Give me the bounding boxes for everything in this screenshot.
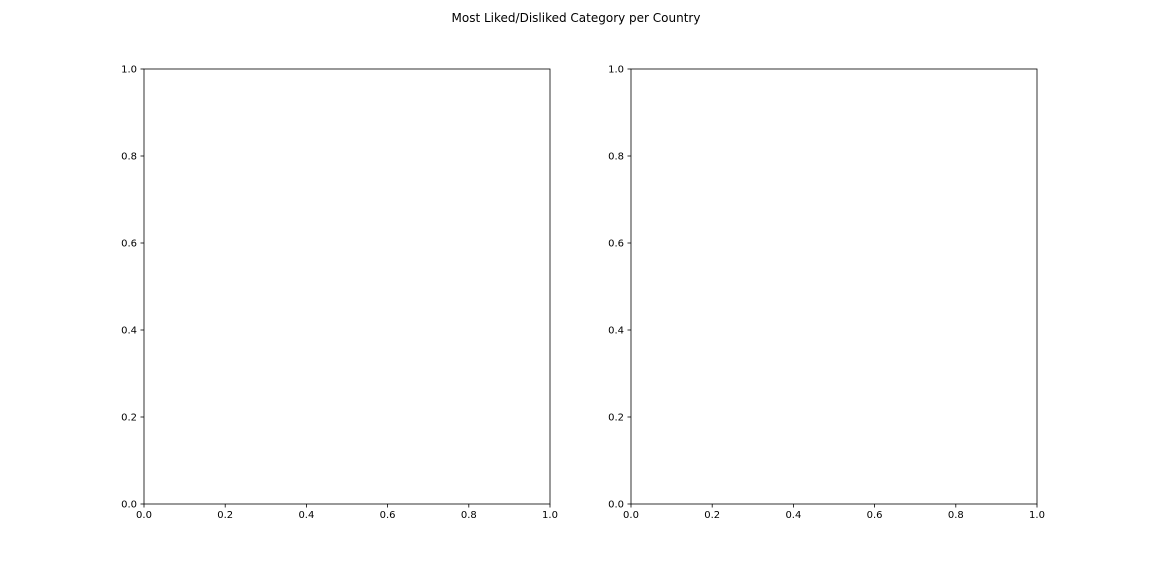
x-tick-label: 0.2 [704, 510, 720, 521]
y-tick-label: 0.6 [608, 239, 624, 250]
y-tick-label: 1.0 [121, 65, 137, 76]
axes-frame [143, 68, 551, 505]
x-tick-label: 0.4 [298, 510, 314, 521]
figure-title: Most Liked/Disliked Category per Country [452, 11, 701, 25]
x-tick-label: 0.0 [623, 510, 639, 521]
y-tick-label: 0.8 [121, 152, 137, 163]
axes-right: 0.0 0.2 0.4 0.6 0.8 1.0 0.0 0.2 0.4 0.6 0.8 1.0 [608, 65, 1045, 522]
x-tick-label: 1.0 [1029, 510, 1045, 521]
y-tick-label: 0.4 [121, 326, 137, 337]
axes-frame [630, 68, 1038, 505]
y-tick-label: 0.8 [608, 152, 624, 163]
y-tick-label: 0.0 [608, 500, 624, 511]
y-tick-label: 0.4 [608, 326, 624, 337]
x-tick-label: 0.0 [136, 510, 152, 521]
y-tick-label: 0.0 [121, 500, 137, 511]
y-tick-label: 0.2 [121, 413, 137, 424]
x-tick-label: 0.2 [217, 510, 233, 521]
x-tick-label: 0.8 [461, 510, 477, 521]
x-tick-label: 0.6 [380, 510, 396, 521]
x-tick-label: 1.0 [542, 510, 558, 521]
y-tick-label: 0.2 [608, 413, 624, 424]
x-tick-label: 0.6 [867, 510, 883, 521]
x-tick-label: 0.8 [948, 510, 964, 521]
axes-left: 0.0 0.2 0.4 0.6 0.8 1.0 0.0 0.2 0.4 0.6 0.8 1.0 [121, 65, 558, 522]
y-tick-label: 1.0 [608, 65, 624, 76]
x-tick-label: 0.4 [785, 510, 801, 521]
y-tick-label: 0.6 [121, 239, 137, 250]
